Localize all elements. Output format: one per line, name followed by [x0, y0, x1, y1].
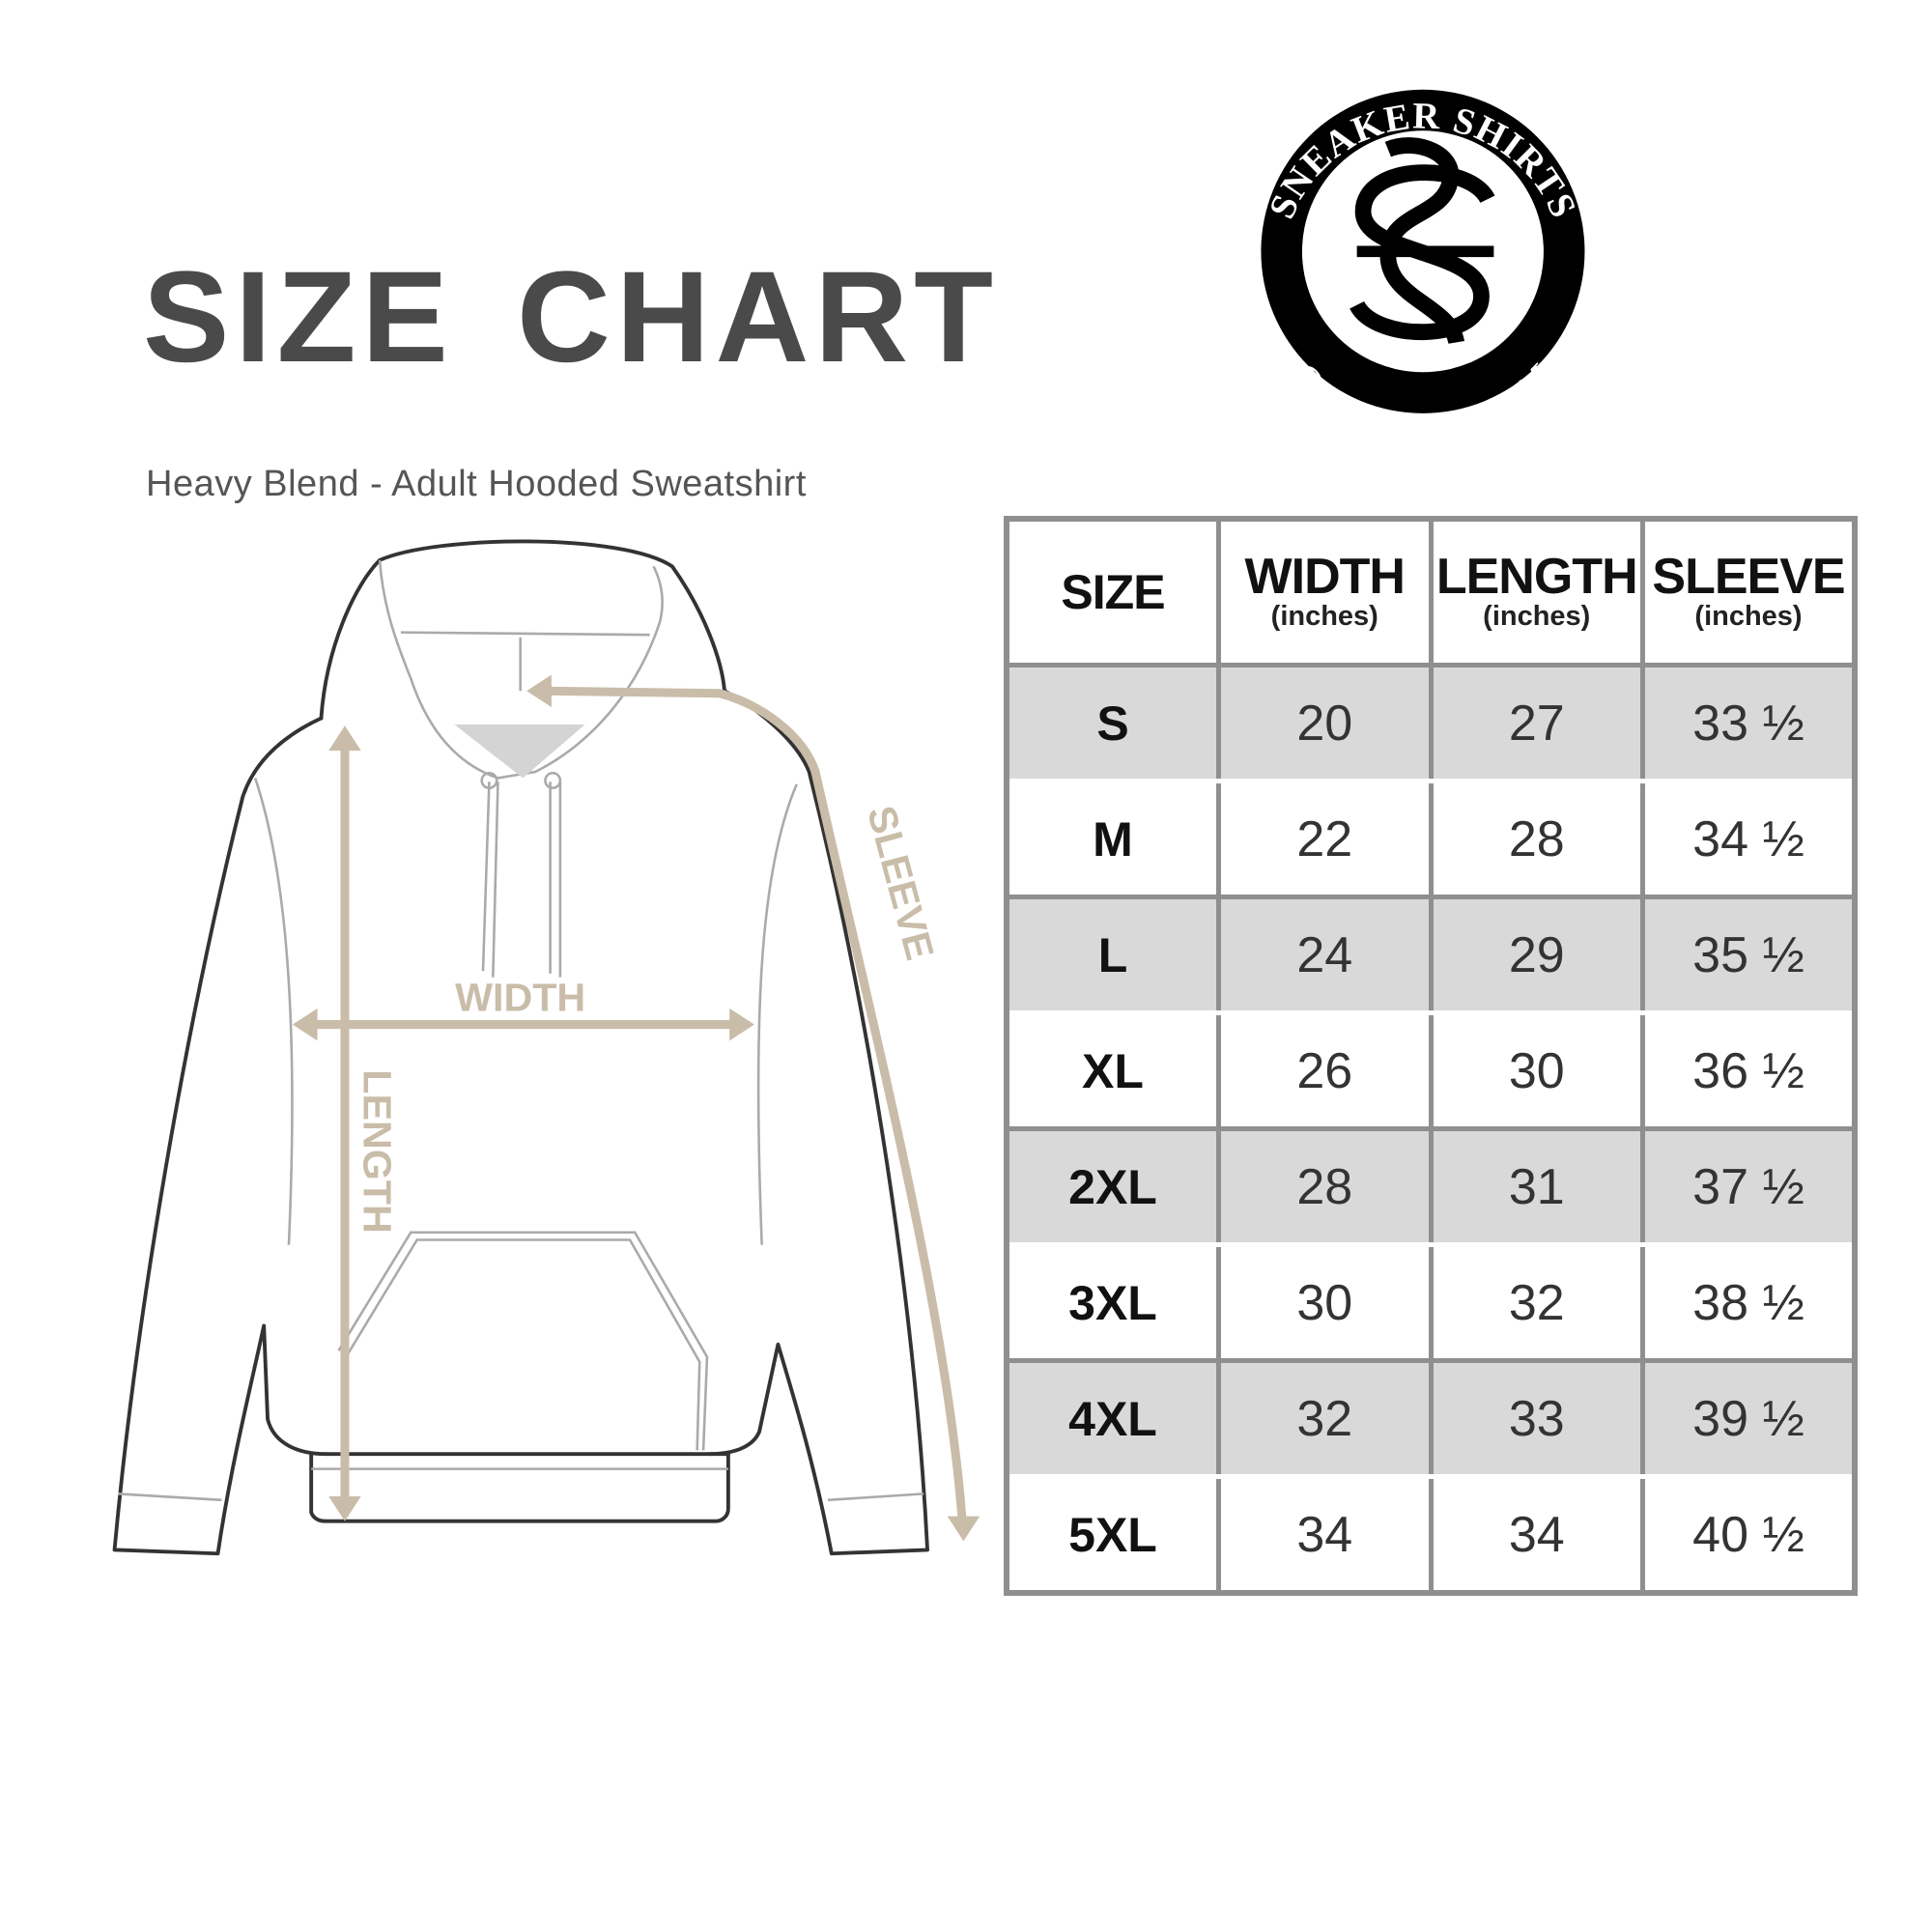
measurement-cell: 34	[1216, 1474, 1434, 1596]
measurement-cell: 36 ½	[1640, 1010, 1858, 1131]
brand-logo: SNEAKER SHIRTS OUTLET.COM	[1261, 89, 1585, 452]
measurement-cell: 29	[1428, 895, 1645, 1015]
monogram-icon	[1350, 137, 1495, 345]
column-title: SLEEVE	[1652, 549, 1845, 606]
measurement-cell: 28	[1428, 779, 1645, 899]
hood-outline	[319, 539, 726, 721]
size-cell: 2XL	[1004, 1126, 1221, 1247]
column-title: WIDTH	[1244, 549, 1406, 606]
right-body-outline	[707, 689, 929, 1556]
table-row: M 22 28 34 ½	[1004, 779, 1858, 899]
column-header-length: LENGTH (inches)	[1428, 516, 1645, 668]
size-cell: L	[1004, 895, 1221, 1015]
measurement-cell: 34	[1428, 1474, 1645, 1596]
column-unit: (inches)	[1483, 601, 1591, 633]
measurement-cell: 37 ½	[1640, 1126, 1858, 1247]
table-header-row: SIZE WIDTH (inches) LENGTH (inches) SLEEVE (in…	[1004, 516, 1858, 668]
column-title: LENGTH	[1435, 549, 1638, 606]
measurement-cell: 30	[1428, 1010, 1645, 1131]
pocket-outline	[337, 1231, 709, 1451]
length-label: LENGTH	[355, 1069, 399, 1233]
column-title: SIZE	[1061, 565, 1165, 619]
size-cell: M	[1004, 779, 1221, 899]
measurement-cell: 33	[1428, 1358, 1645, 1479]
measurement-cell: 24	[1216, 895, 1434, 1015]
measurement-cell: 33 ½	[1640, 663, 1858, 783]
column-unit: (inches)	[1270, 601, 1378, 633]
size-cell: 5XL	[1004, 1474, 1221, 1596]
measurement-cell: 40 ½	[1640, 1474, 1858, 1596]
measurement-cell: 35 ½	[1640, 895, 1858, 1015]
size-cell: XL	[1004, 1010, 1221, 1131]
table-row: XL 26 30 36 ½	[1004, 1010, 1858, 1131]
column-unit: (inches)	[1694, 601, 1803, 633]
waistband	[309, 1452, 730, 1523]
size-cell: 4XL	[1004, 1358, 1221, 1479]
sleeve-arrow	[540, 686, 967, 1526]
measurement-cell: 28	[1216, 1126, 1434, 1247]
measurement-cell: 32	[1216, 1358, 1434, 1479]
column-header-size: SIZE	[1004, 516, 1221, 668]
measurement-cell: 34 ½	[1640, 779, 1858, 899]
table-row: S 20 27 33 ½	[1004, 663, 1858, 783]
measurement-cell: 38 ½	[1640, 1242, 1858, 1363]
measurement-cell: 32	[1428, 1242, 1645, 1363]
column-header-width: WIDTH (inches)	[1216, 516, 1434, 668]
table-row: 3XL 30 32 38 ½	[1004, 1242, 1858, 1363]
size-cell: S	[1004, 663, 1221, 783]
size-table: SIZE WIDTH (inches) LENGTH (inches) SLEEVE (in…	[1004, 516, 1858, 1596]
sleeve-label: SLEEVE	[859, 801, 943, 964]
left-body-outline	[112, 716, 328, 1556]
measurement-cell: 27	[1428, 663, 1645, 783]
table-row: L 24 29 35 ½	[1004, 895, 1858, 1015]
measurement-cell: 30	[1216, 1242, 1434, 1363]
drawstring-left	[481, 781, 499, 978]
page-title: SIZE CHART	[143, 245, 999, 389]
measurement-cell: 26	[1216, 1010, 1434, 1131]
table-row: 5XL 34 34 40 ½	[1004, 1474, 1858, 1596]
measurement-cell: 31	[1428, 1126, 1645, 1247]
width-label: WIDTH	[455, 975, 585, 1019]
column-header-sleeve: SLEEVE (inches)	[1640, 516, 1858, 668]
product-subtitle: Heavy Blend - Adult Hooded Sweatshirt	[146, 464, 807, 504]
drawstring-right	[549, 781, 562, 978]
measurement-cell: 39 ½	[1640, 1358, 1858, 1479]
table-row: 2XL 28 31 37 ½	[1004, 1126, 1858, 1247]
measurement-cell: 20	[1216, 663, 1434, 783]
table-row: 4XL 32 33 39 ½	[1004, 1358, 1858, 1479]
size-cell: 3XL	[1004, 1242, 1221, 1363]
measurement-cell: 22	[1216, 779, 1434, 899]
